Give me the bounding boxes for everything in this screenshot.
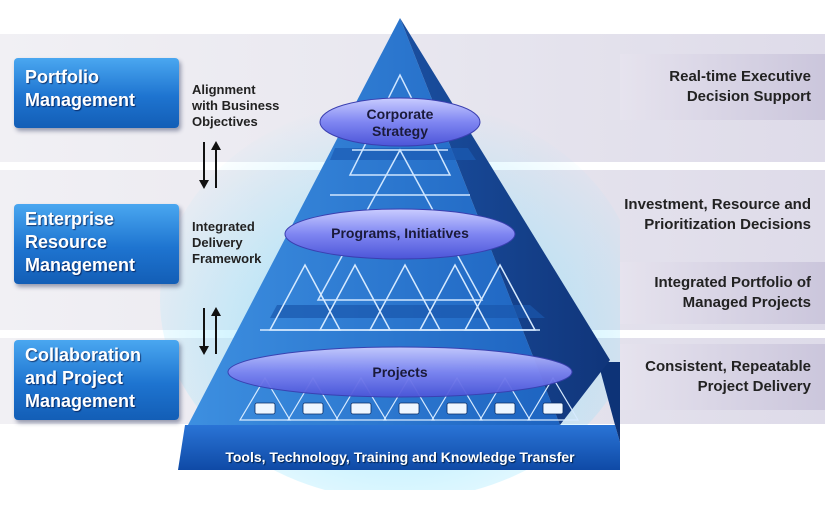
tier-label-projects: Projects: [372, 364, 428, 380]
outcome-executive-decision-support: Real-time Executive Decision Support: [620, 54, 825, 120]
tier-label-programs-initiatives: Programs, Initiatives: [331, 225, 469, 241]
side-label-alignment: Alignment with Business Objectives: [192, 82, 280, 129]
layer-collaboration-project-management: Collaboration and Project Management: [14, 340, 179, 420]
oval-corporate-strategy: [319, 97, 481, 147]
up-down-arrows-icon: [199, 307, 221, 355]
pyramid-base-side: [598, 362, 620, 443]
tier-edge-2: [270, 305, 545, 318]
side-label-integrated: Integrated Delivery Framework: [192, 219, 262, 266]
layer-label: Enterprise Resource Management: [25, 209, 136, 275]
layer-portfolio-management: Portfolio Management: [14, 58, 179, 128]
project-triangles-group: [238, 376, 580, 421]
layer-enterprise-resource-management: Enterprise Resource Management: [14, 204, 179, 284]
up-down-arrows-icon: [199, 141, 221, 189]
oval-programs-initiatives: [284, 208, 516, 260]
oval-projects: [227, 346, 573, 398]
program-triangles-group: [260, 263, 540, 331]
outcome-investment-decisions: Investment, Resource and Prioritization …: [624, 196, 811, 233]
outcome-integrated-portfolio: Integrated Portfolio of Managed Projects: [620, 262, 825, 324]
outcome-repeatable-delivery: Consistent, Repeatable Project Delivery: [620, 344, 825, 410]
layer-label: Portfolio Management: [25, 67, 136, 110]
layer-label: Collaboration and Project Management: [25, 345, 141, 411]
pyramid-base-label: Tools, Technology, Training and Knowledg…: [225, 449, 575, 465]
pyramid-base-slab: [178, 425, 620, 470]
tier-label-corporate-strategy: Corporate Strategy: [366, 106, 434, 139]
project-network-icons: [254, 402, 564, 415]
pyramid-graphic: [160, 18, 620, 490]
